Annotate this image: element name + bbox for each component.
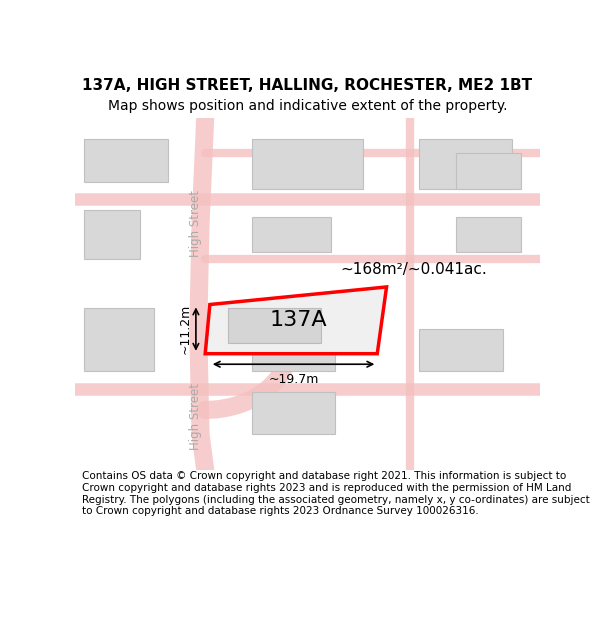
Text: High Street: High Street <box>190 190 202 258</box>
Bar <box>84 308 154 371</box>
Bar <box>419 139 512 189</box>
Bar <box>252 392 335 434</box>
Text: ~19.7m: ~19.7m <box>268 373 319 386</box>
Text: Map shows position and indicative extent of the property.: Map shows position and indicative extent… <box>108 99 507 113</box>
Polygon shape <box>205 287 386 354</box>
Text: 137A, HIGH STREET, HALLING, ROCHESTER, ME2 1BT: 137A, HIGH STREET, HALLING, ROCHESTER, M… <box>82 78 533 93</box>
Bar <box>419 329 503 371</box>
Bar <box>84 209 140 259</box>
Text: ~168m²/~0.041ac.: ~168m²/~0.041ac. <box>340 262 487 277</box>
Bar <box>252 329 335 371</box>
Bar <box>252 139 364 189</box>
Bar <box>229 308 322 343</box>
Text: Contains OS data © Crown copyright and database right 2021. This information is : Contains OS data © Crown copyright and d… <box>82 471 590 516</box>
Text: High Street: High Street <box>190 383 202 451</box>
Bar <box>457 217 521 252</box>
Text: ~11.2m: ~11.2m <box>178 304 191 354</box>
Bar <box>84 139 168 181</box>
Text: 137A: 137A <box>269 311 327 331</box>
Bar <box>252 217 331 252</box>
Bar <box>457 154 521 189</box>
